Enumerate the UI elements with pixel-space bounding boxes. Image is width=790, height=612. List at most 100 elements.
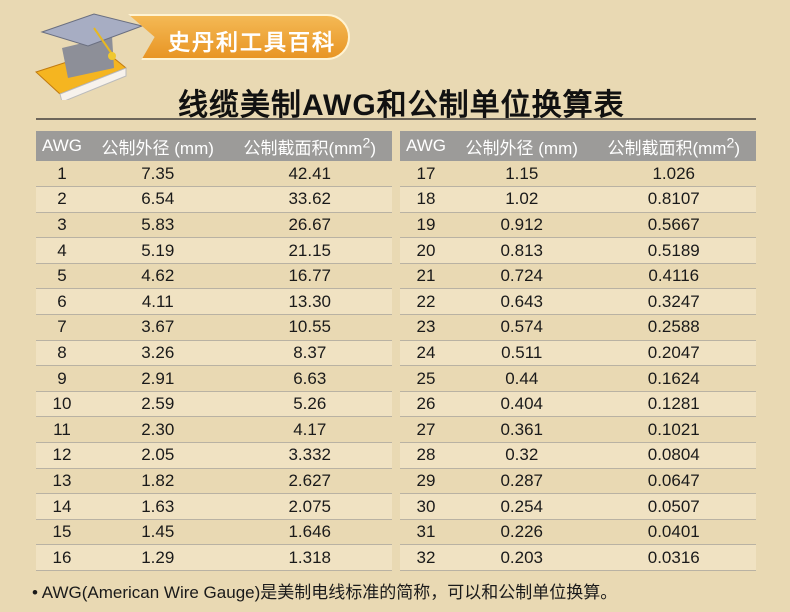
table-row: 32 0.203 0.0316 [400, 544, 756, 571]
table-row: 26 0.404 0.1281 [400, 391, 756, 418]
table-row: 7 3.67 10.55 [36, 314, 392, 341]
area-cell: 0.3247 [591, 288, 756, 316]
diameter-cell: 2.91 [88, 365, 228, 392]
diameter-cell: 0.287 [452, 468, 592, 495]
area-cell: 0.0401 [591, 519, 756, 546]
table-row: 20 0.813 0.5189 [400, 237, 756, 264]
area-cell: 0.1624 [591, 365, 756, 392]
awg-cell: 21 [400, 263, 452, 290]
table-row: 24 0.511 0.2047 [400, 340, 756, 367]
diameter-cell: 1.45 [88, 519, 228, 546]
table-row: 13 1.82 2.627 [36, 468, 392, 495]
area-cell: 16.77 [227, 263, 392, 290]
diameter-cell: 0.254 [452, 493, 592, 520]
awg-cell: 25 [400, 365, 452, 392]
awg-cell: 30 [400, 493, 452, 520]
awg-cell: 16 [36, 544, 88, 571]
awg-cell: 27 [400, 416, 452, 444]
area-cell: 21.15 [227, 237, 392, 264]
diameter-cell: 0.203 [452, 544, 592, 571]
brand-banner: 史丹利工具百科 [128, 14, 350, 60]
header-awg: AWG [400, 131, 452, 161]
area-cell: 13.30 [227, 288, 392, 316]
brand-name: 史丹利工具百科 [168, 30, 337, 55]
awg-cell: 28 [400, 442, 452, 469]
awg-cell: 23 [400, 314, 452, 341]
area-cell: 3.332 [227, 442, 392, 469]
awg-cell: 19 [400, 212, 452, 239]
table-row: 27 0.361 0.1021 [400, 416, 756, 444]
area-cell: 0.5667 [591, 212, 756, 239]
awg-cell: 13 [36, 468, 88, 495]
area-cell: 0.1281 [591, 391, 756, 418]
area-cell: 0.4116 [591, 263, 756, 290]
area-cell: 0.0804 [591, 442, 756, 469]
diameter-cell: 0.226 [452, 519, 592, 546]
area-cell: 4.17 [227, 416, 392, 444]
area-cell: 33.62 [227, 186, 392, 213]
awg-cell: 18 [400, 186, 452, 213]
diameter-cell: 6.54 [88, 186, 228, 213]
diameter-cell: 1.63 [88, 493, 228, 520]
area-cell: 2.075 [227, 493, 392, 520]
header-area: 公制截面积(mm2) [227, 131, 392, 161]
awg-cell: 6 [36, 288, 88, 316]
footnote: • AWG(American Wire Gauge)是美制电线标准的简称，可以和… [32, 583, 618, 602]
area-cell: 26.67 [227, 212, 392, 239]
header-area: 公制截面积(mm2) [591, 131, 756, 161]
table-row: 12 2.05 3.332 [36, 442, 392, 469]
awg-cell: 3 [36, 212, 88, 239]
area-cell: 1.026 [591, 161, 756, 188]
diameter-cell: 0.724 [452, 263, 592, 290]
diameter-cell: 2.59 [88, 391, 228, 418]
table-row: 19 0.912 0.5667 [400, 212, 756, 239]
table-row: 4 5.19 21.15 [36, 237, 392, 264]
awg-cell: 29 [400, 468, 452, 495]
page-title: 线缆美制AWG和公制单位换算表 [178, 89, 625, 122]
diameter-cell: 0.404 [452, 391, 592, 418]
awg-cell: 9 [36, 365, 88, 392]
diameter-cell: 1.15 [452, 161, 592, 188]
table-row: 15 1.45 1.646 [36, 519, 392, 546]
diameter-cell: 3.26 [88, 340, 228, 367]
table-row: 28 0.32 0.0804 [400, 442, 756, 469]
awg-cell: 4 [36, 237, 88, 264]
awg-cell: 31 [400, 519, 452, 546]
diameter-cell: 0.511 [452, 340, 592, 367]
awg-cell: 10 [36, 391, 88, 418]
area-cell: 2.627 [227, 468, 392, 495]
table-row: 31 0.226 0.0401 [400, 519, 756, 546]
table-row: 25 0.44 0.1624 [400, 365, 756, 392]
table-row: 18 1.02 0.8107 [400, 186, 756, 213]
awg-cell: 14 [36, 493, 88, 520]
table-row: 23 0.574 0.2588 [400, 314, 756, 341]
header-diameter: 公制外径 (mm) [452, 131, 592, 161]
area-cell: 0.0647 [591, 468, 756, 495]
awg-table-right: AWG 公制外径 (mm) 公制截面积(mm2) 17 1.15 1.026 18 1.… [400, 131, 756, 571]
diameter-cell: 1.02 [452, 186, 592, 213]
area-cell: 42.41 [227, 161, 392, 188]
area-cell: 10.55 [227, 314, 392, 341]
area-cell: 1.318 [227, 544, 392, 571]
awg-cell: 32 [400, 544, 452, 571]
diameter-cell: 0.813 [452, 237, 592, 264]
area-cell: 6.63 [227, 365, 392, 392]
awg-cell: 24 [400, 340, 452, 367]
table-row: 1 7.35 42.41 [36, 161, 392, 188]
awg-cell: 20 [400, 237, 452, 264]
table-row: 17 1.15 1.026 [400, 161, 756, 188]
awg-table-left: AWG 公制外径 (mm) 公制截面积(mm2) 1 7.35 42.41 2 6.54… [36, 131, 392, 571]
divider [36, 118, 756, 120]
diameter-cell: 5.19 [88, 237, 228, 264]
table-row: 29 0.287 0.0647 [400, 468, 756, 495]
table-row: 3 5.83 26.67 [36, 212, 392, 239]
area-cell: 8.37 [227, 340, 392, 367]
awg-cell: 26 [400, 391, 452, 418]
table-row: 9 2.91 6.63 [36, 365, 392, 392]
diameter-cell: 1.29 [88, 544, 228, 571]
table-row: 21 0.724 0.4116 [400, 263, 756, 290]
awg-cell: 22 [400, 288, 452, 316]
table-row: 2 6.54 33.62 [36, 186, 392, 213]
awg-cell: 5 [36, 263, 88, 290]
area-cell: 0.2588 [591, 314, 756, 341]
